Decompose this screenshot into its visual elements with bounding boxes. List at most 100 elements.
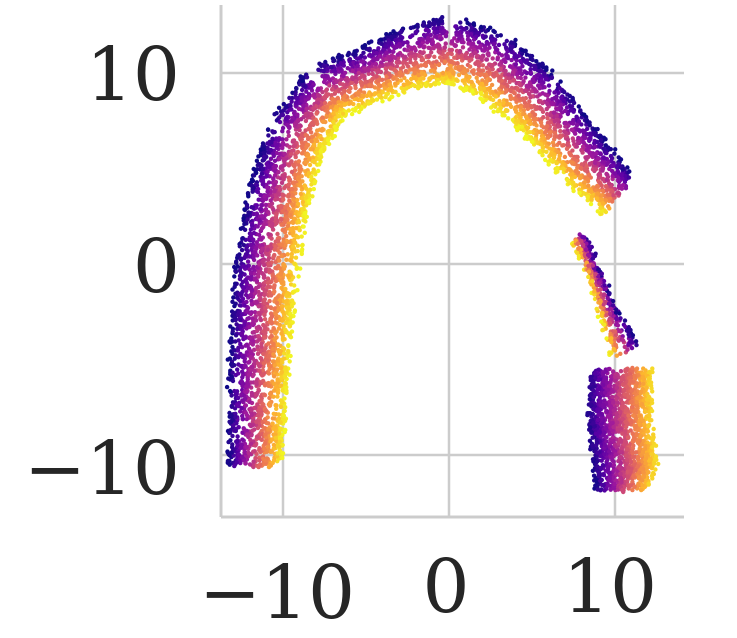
scatter-point [593,167,599,172]
scatter-point [282,158,287,163]
scatter-point [257,218,262,223]
scatter-point [258,192,263,198]
scatter-point [298,183,303,188]
scatter-point [515,87,520,92]
scatter-point [299,143,305,149]
scatter-point [524,103,530,108]
scatter-point [256,161,262,167]
scatter-point [272,182,277,187]
scatter-point [258,407,263,412]
scatter-point [397,70,403,75]
scatter-point [268,463,273,468]
scatter-point [554,161,559,166]
scatter-point [332,58,337,63]
scatter-point [271,352,276,357]
scatter-point [244,245,249,250]
scatter-point [284,257,289,262]
scatter-point [303,195,309,200]
scatter-point [264,252,270,257]
scatter-point [248,277,254,282]
scatter-point [287,257,293,263]
scatter-point [608,153,614,159]
scatter-point [332,134,337,139]
scatter-point [552,110,557,115]
scatter-point [234,389,240,394]
scatter-point [238,257,244,262]
scatter-point [276,263,281,269]
scatter-point [261,275,267,280]
scatter-point [263,458,268,463]
scatter-point [278,187,283,192]
scatter-point [595,209,600,214]
scatter-point [592,160,598,166]
scatter-point [555,149,561,155]
scatter-point [558,128,563,134]
scatter-point [512,107,518,112]
scatter-point [350,68,355,74]
scatter-point [262,292,267,298]
scatter-point [508,94,513,99]
scatter-point [350,107,356,112]
scatter-point [229,403,234,409]
scatter-point [523,114,529,119]
scatter-point [230,433,235,439]
scatter-point [469,79,474,85]
scatter-point [457,64,462,70]
scatter-point [263,432,268,437]
scatter-point [261,146,266,152]
scatter-point [260,253,265,258]
scatter-point [276,105,282,111]
scatter-point [255,344,260,349]
scatter-point [541,115,546,120]
scatter-point [527,136,533,141]
scatter-point [396,92,401,98]
scatter-point [527,81,532,87]
scatter-point [471,21,476,26]
scatter-point [550,100,555,106]
scatter-point [306,126,311,132]
scatter-point [263,306,268,311]
scatter-point [603,209,609,215]
scatter-point [421,44,426,50]
scatter-point [247,254,252,259]
scatter-point [568,108,573,113]
scatter-point [438,18,443,24]
scatter-point [498,105,503,111]
scatter-point [524,52,530,57]
scatter-point [266,232,271,237]
scatter-point [561,89,566,94]
scatter-point [259,226,265,231]
scatter-point [261,392,267,397]
scatter-point [478,72,483,78]
scatter-point [389,66,394,71]
scatter-point [331,111,336,116]
scatter-point [423,63,429,68]
scatter-point [287,198,292,203]
scatter-point [256,289,261,295]
scatter-point [287,323,292,328]
scatter-point [341,63,346,68]
scatter-point [538,106,543,112]
scatter-point [304,75,310,80]
scatter-point [239,331,245,336]
scatter-point [294,131,299,137]
scatter-point [539,69,544,74]
scatter-point [248,242,253,248]
scatter-point [259,214,265,219]
scatter-point [300,247,305,252]
scatter-point [229,450,234,455]
scatter-point [586,183,591,188]
scatter-point [333,115,338,120]
scatter-point [498,74,503,80]
scatter-point [235,253,240,258]
scatter-point [328,124,333,129]
scatter-point [257,368,262,374]
scatter-point [496,42,502,48]
scatter-point [279,375,284,381]
scatter-point [516,93,521,98]
scatter-point [560,161,565,166]
scatter-point [287,239,292,245]
scatter-point [256,154,261,159]
scatter-point [437,55,443,60]
